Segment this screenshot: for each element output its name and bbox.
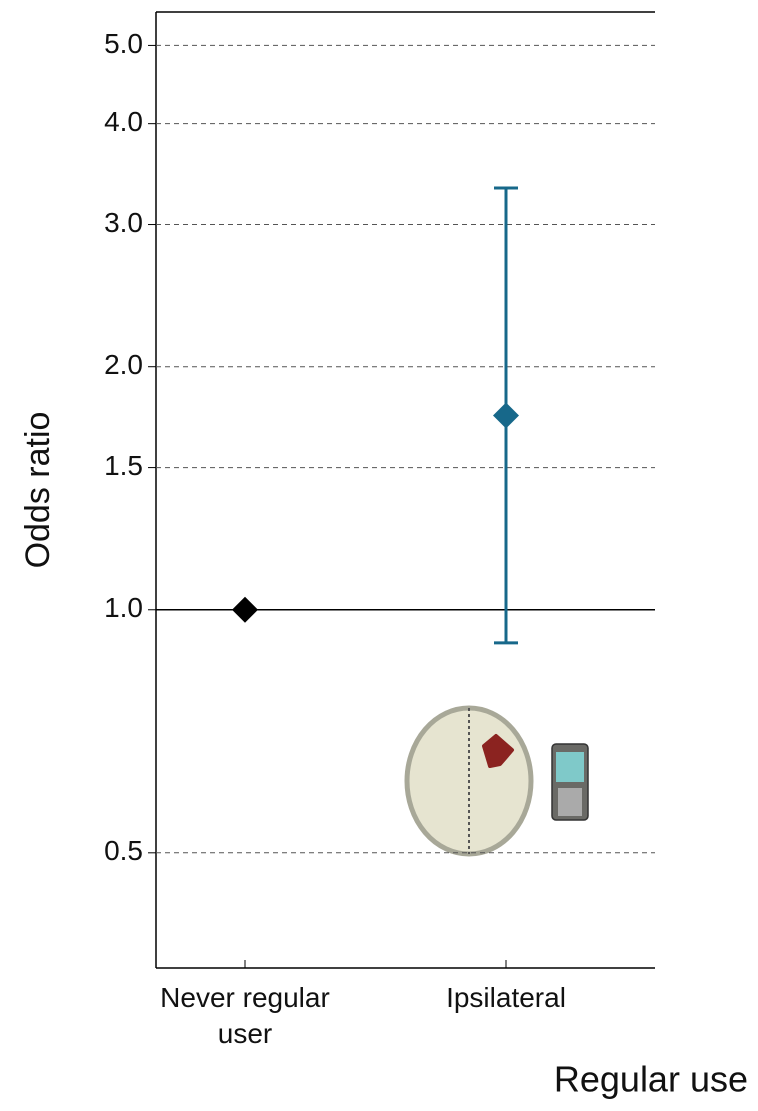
y-axis-label: Odds ratio <box>19 412 57 569</box>
y-tick-label: 0.5 <box>104 835 143 866</box>
y-tick-label: 2.0 <box>104 349 143 380</box>
x-axis-label: Regular use <box>554 1059 748 1100</box>
x-tick-label: Never regular user <box>160 982 330 1049</box>
x-tick-label: Ipsilateral <box>446 982 566 1013</box>
y-tick-label: 3.0 <box>104 207 143 238</box>
point <box>232 596 258 623</box>
y-tick-label: 1.0 <box>104 592 143 623</box>
y-tick-label: 1.5 <box>104 450 143 481</box>
y-tick-label: 5.0 <box>104 28 143 59</box>
point <box>493 402 519 429</box>
illustration <box>404 705 589 857</box>
y-tick-label: 4.0 <box>104 106 143 137</box>
